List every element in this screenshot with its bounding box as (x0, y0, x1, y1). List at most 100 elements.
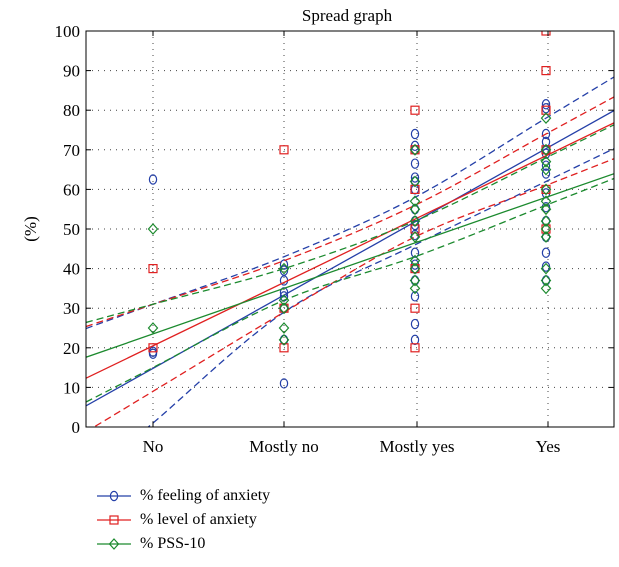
data-point (410, 291, 420, 302)
data-point (409, 231, 421, 243)
spread-graph-chart: Spread graph (%) 0 10 20 30 40 50 60 70 80 90 100 N… (21, 6, 615, 456)
data-point (410, 172, 420, 183)
data-point (147, 223, 159, 235)
data-point (409, 143, 421, 156)
x-tick-label: No (143, 437, 164, 456)
confidence-band-lower (147, 148, 614, 427)
data-point (278, 302, 290, 315)
data-point (278, 322, 290, 334)
data-point (541, 261, 551, 272)
data-point (410, 303, 420, 313)
confidence-band-lower (92, 158, 614, 427)
data-point (409, 274, 421, 287)
data-point (540, 262, 552, 275)
grid-lines (86, 31, 614, 427)
data-point (541, 160, 551, 171)
data-point (409, 195, 421, 208)
data-point (540, 274, 552, 287)
data-point (279, 343, 289, 353)
data-point (148, 174, 158, 185)
data-point (409, 282, 421, 295)
legend-marker (109, 490, 119, 502)
data-point (410, 318, 420, 330)
data-point (409, 175, 421, 188)
data-point (540, 163, 552, 176)
data-point (540, 195, 552, 208)
legend-item: % PSS-10 (96, 532, 270, 556)
data-point (410, 128, 420, 140)
legend-swatch (97, 490, 131, 502)
legend-item: % level of anxiety (96, 508, 270, 532)
legend-marker (108, 538, 120, 550)
y-axis-label: (%) (21, 216, 40, 241)
y-tick-label: 90 (63, 62, 80, 81)
legend-label: % PSS-10 (140, 535, 206, 552)
series-pss-10 (86, 112, 614, 403)
y-tick-label: 40 (63, 260, 80, 279)
data-point (540, 112, 552, 125)
legend-swatch (97, 515, 131, 525)
data-point (409, 254, 421, 267)
series-layer (86, 31, 614, 427)
data-point (541, 99, 551, 110)
y-tick-label: 80 (63, 101, 80, 120)
data-point (541, 136, 551, 148)
legend-label: % level of anxiety (140, 511, 257, 528)
data-point (409, 203, 421, 216)
data-point (278, 294, 290, 307)
data-point (409, 215, 421, 227)
legend-marker (109, 515, 119, 525)
data-point (541, 31, 551, 36)
x-tick-label: Mostly yes (379, 437, 454, 456)
y-tick-label: 60 (63, 180, 80, 199)
series-feeling-of-anxiety (86, 76, 614, 427)
y-tick-label: 100 (55, 22, 81, 41)
data-point (279, 145, 289, 155)
x-tick-label: Mostly no (249, 437, 318, 456)
y-tick-label: 0 (72, 418, 81, 437)
regression-line (86, 122, 614, 379)
confidence-band-lower (86, 177, 614, 403)
chart-title: Spread graph (302, 6, 393, 25)
confidence-band-upper (86, 124, 614, 324)
legend-swatch (97, 538, 131, 550)
data-point (148, 348, 158, 359)
data-point (409, 262, 421, 275)
y-tick-label: 30 (63, 299, 80, 318)
data-point (540, 155, 552, 168)
y-tick-label: 50 (63, 220, 80, 239)
regression-line (86, 173, 614, 358)
x-tick-label: Yes (536, 437, 561, 456)
data-point (410, 105, 420, 115)
data-point (278, 333, 290, 346)
data-point (279, 265, 289, 276)
data-point (148, 343, 158, 353)
data-point (540, 223, 552, 235)
data-point (540, 143, 552, 156)
legend-item: % feeling of anxiety (96, 484, 270, 508)
axis-layer: 0 10 20 30 40 50 60 70 80 90 100 No Mostly no Mostly … (55, 22, 614, 456)
data-point (541, 105, 551, 115)
data-point (541, 168, 551, 179)
legend: % feeling of anxiety % level of anxiety % … (96, 484, 270, 556)
data-point (410, 334, 420, 346)
data-point (278, 262, 290, 275)
data-point (541, 247, 551, 258)
data-point (410, 158, 420, 169)
legend-label: % feeling of anxiety (140, 487, 271, 504)
data-point (279, 378, 289, 389)
confidence-band-upper (86, 76, 614, 330)
data-point (540, 203, 552, 216)
data-point (410, 184, 420, 194)
data-point (148, 264, 158, 274)
data-point (540, 215, 552, 227)
y-tick-label: 70 (63, 141, 80, 160)
data-point (541, 65, 551, 76)
data-point (410, 247, 420, 258)
data-point (540, 282, 552, 295)
data-point (147, 322, 159, 334)
data-point (540, 231, 552, 243)
data-point (410, 224, 420, 234)
data-point (279, 259, 289, 270)
confidence-band-upper (86, 96, 614, 328)
